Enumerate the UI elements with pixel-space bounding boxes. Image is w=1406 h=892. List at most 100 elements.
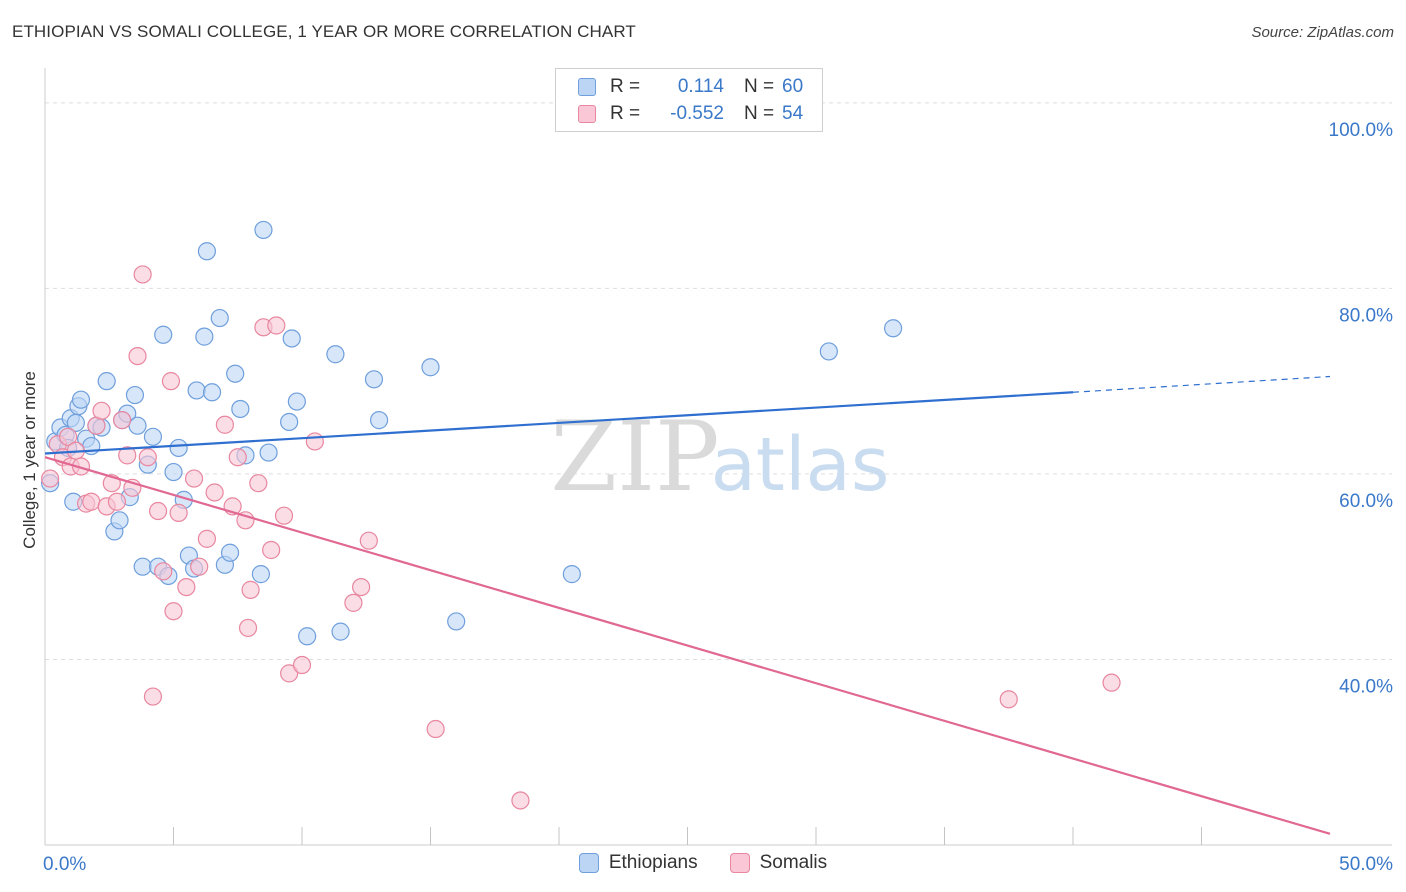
y-tick-label: 80.0%: [1339, 305, 1393, 326]
legend-row-ethiopians: R = 0.114 N = 60: [578, 74, 803, 100]
legend-swatch-ethiopians: [578, 78, 596, 96]
legend-n-label: N =: [744, 103, 775, 124]
somali-point: [190, 557, 209, 576]
series-legend: Ethiopians Somalis: [0, 852, 1406, 874]
somali-point: [118, 446, 137, 465]
somali-point: [177, 577, 196, 597]
somali-point: [236, 511, 255, 530]
ethiopian-point: [447, 612, 466, 631]
somali-point: [999, 690, 1018, 709]
ethiopian-point: [164, 462, 183, 482]
somali-point: [241, 580, 260, 599]
ethiopian-point: [220, 543, 240, 562]
somali-point: [112, 411, 132, 430]
y-tick-label: 100.0%: [1329, 120, 1394, 141]
y-tick-label: 40.0%: [1339, 676, 1393, 697]
somali-point: [249, 474, 268, 493]
somali-point: [267, 316, 286, 335]
ethiopian-point: [143, 427, 163, 446]
somali-point: [154, 562, 173, 581]
ethiopian-trend-line: [44, 391, 1074, 455]
somali-point: [305, 432, 324, 451]
somali-point: [184, 469, 204, 488]
grid-layer: [45, 102, 1392, 660]
legend-r-value: 0.114: [677, 76, 724, 97]
ethiopian-point: [195, 327, 214, 346]
somali-point: [92, 401, 111, 420]
somali-trend-line: [44, 456, 1331, 835]
series-legend-label: Ethiopians: [608, 852, 698, 873]
ethiopian-point: [819, 342, 838, 361]
ethiopian-point: [202, 383, 222, 402]
ethiopian-point: [298, 627, 317, 646]
ethiopian-point: [326, 345, 345, 364]
ethiopian-point: [226, 364, 245, 383]
series-legend-ethiopians[interactable]: Ethiopians: [578, 852, 698, 874]
ethiopian-point: [883, 319, 903, 338]
legend-n-value: 60: [782, 76, 804, 97]
ethiopian-point: [364, 370, 384, 389]
somali-point: [133, 265, 152, 284]
chart-title: ETHIOPIAN VS SOMALI COLLEGE, 1 YEAR OR M…: [12, 22, 636, 41]
ethiopian-point: [125, 385, 145, 405]
somali-point: [138, 448, 157, 467]
ethiopian-point: [562, 565, 581, 584]
ethiopian-point: [251, 565, 270, 584]
ethiopian-point: [280, 412, 299, 432]
ethiopian-point: [287, 392, 306, 411]
watermark-atlas: atlas: [711, 422, 890, 508]
ethiopian-point: [197, 242, 217, 261]
ethiopian-point: [128, 416, 147, 435]
somali-point: [148, 501, 168, 521]
somali-point: [143, 687, 163, 706]
ethiopian-point: [187, 381, 206, 400]
ethiopian-point: [254, 220, 273, 240]
source-label: Source: ZipAtlas.com: [1251, 24, 1394, 41]
axis-layer: [44, 68, 1392, 846]
somali-point: [205, 483, 224, 502]
ethiopian-point: [110, 511, 129, 530]
points-layer: [41, 220, 1121, 810]
ethiopian-point: [210, 308, 229, 328]
x-tick-label: 50.0%: [1339, 854, 1393, 875]
legend-r-label: R =: [610, 103, 641, 124]
somali-point: [344, 593, 363, 612]
somali-point: [161, 372, 181, 391]
trend-layer: [44, 375, 1331, 835]
correlation-legend: R = 0.114 N = 60 R = -0.552 N = 54: [555, 68, 823, 132]
somali-point: [107, 492, 127, 511]
legend-swatch-somalis: [578, 105, 596, 123]
somali-point: [238, 618, 258, 638]
somali-point: [262, 540, 281, 560]
ethiopian-point: [259, 443, 278, 462]
ethiopian-point: [97, 372, 116, 391]
legend-r-value: -0.552: [670, 103, 724, 124]
series-swatch-somalis: [729, 853, 750, 873]
somali-point: [197, 529, 217, 548]
ethiopian-point: [331, 622, 350, 641]
watermark-zip: ZIP: [550, 401, 719, 513]
ethiopian-point: [421, 358, 440, 377]
series-swatch-ethiopians: [578, 853, 599, 873]
somali-point: [292, 655, 312, 675]
somali-point: [59, 427, 78, 446]
somali-point: [71, 457, 91, 476]
ethiopian-point: [71, 390, 91, 409]
somali-point: [426, 719, 445, 739]
somali-point: [169, 503, 188, 522]
somali-point: [359, 531, 378, 550]
somali-point: [215, 415, 234, 434]
ethiopian-point: [370, 411, 389, 430]
somali-point: [228, 448, 247, 467]
ethiopian-point: [282, 329, 301, 348]
series-legend-somalis[interactable]: Somalis: [729, 852, 827, 874]
ethiopian-trend-extension: [1072, 375, 1331, 393]
legend-n-label: N =: [744, 76, 775, 97]
ethiopian-point: [169, 438, 188, 458]
somali-point: [164, 602, 183, 621]
somali-point: [511, 791, 530, 810]
somali-point: [41, 469, 60, 488]
ethiopian-point: [154, 325, 173, 344]
ethiopian-point: [231, 399, 250, 419]
